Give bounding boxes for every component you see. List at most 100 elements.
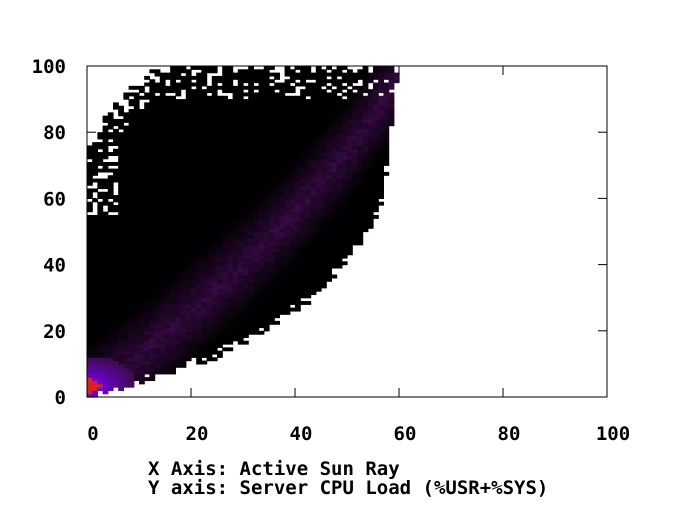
heatmap-cell	[102, 271, 109, 276]
heatmap-cell	[347, 95, 353, 100]
heatmap-cell	[113, 132, 119, 137]
heatmap-cell	[175, 175, 182, 180]
heatmap-cell	[87, 264, 93, 269]
heatmap-cell	[175, 115, 182, 120]
heatmap-cell	[269, 291, 275, 295]
heatmap-cell	[144, 337, 150, 342]
heatmap-cell	[326, 264, 332, 269]
heatmap-cell	[237, 72, 244, 77]
heatmap-cell	[211, 267, 218, 272]
heatmap-cell	[362, 82, 369, 87]
heatmap-cell	[159, 271, 166, 276]
heatmap-cell	[263, 314, 270, 319]
heatmap-cell	[222, 238, 228, 243]
heatmap-cell	[144, 294, 150, 299]
heatmap-cell	[92, 380, 98, 385]
heatmap-cell	[258, 195, 265, 199]
heatmap-cell	[331, 75, 338, 80]
heatmap-cell	[185, 234, 192, 239]
heatmap-cell	[118, 191, 124, 196]
heatmap-cell	[128, 241, 135, 246]
heatmap-cell	[284, 281, 291, 286]
heatmap-cell	[331, 112, 338, 117]
heatmap-cell	[237, 171, 244, 176]
heatmap-cell	[321, 251, 327, 256]
heatmap-cell	[217, 188, 223, 193]
heatmap-cell	[274, 105, 280, 110]
heatmap-cell	[300, 165, 306, 170]
heatmap-cell	[248, 122, 254, 127]
heatmap-cell	[222, 244, 228, 249]
heatmap-cell	[243, 155, 249, 160]
heatmap-cell	[102, 301, 109, 305]
heatmap-cell	[102, 142, 109, 147]
heatmap-cell	[92, 340, 98, 345]
heatmap-cell	[258, 257, 265, 262]
heatmap-cell	[139, 234, 145, 239]
heatmap-cell	[367, 132, 374, 137]
heatmap-cell	[258, 185, 265, 190]
heatmap-cell	[113, 148, 119, 153]
heatmap-cell	[232, 224, 239, 229]
heatmap-cell	[367, 148, 374, 153]
heatmap-cell	[222, 218, 228, 223]
heatmap-cell	[378, 178, 384, 183]
heatmap-cell	[258, 201, 265, 206]
heatmap-cell	[92, 168, 98, 173]
heatmap-cell	[222, 327, 228, 332]
heatmap-cell	[232, 330, 239, 335]
heatmap-cell	[289, 221, 296, 226]
heatmap-cell	[170, 320, 176, 325]
heatmap-cell	[154, 254, 161, 259]
heatmap-cell	[232, 264, 239, 269]
heatmap-cell	[279, 307, 286, 312]
heatmap-cell	[128, 248, 135, 252]
heatmap-cell	[159, 145, 166, 150]
heatmap-cell	[347, 122, 353, 127]
heatmap-cell	[274, 128, 280, 133]
heatmap-cell	[133, 267, 140, 272]
heatmap-cell	[217, 105, 223, 110]
heatmap-cell	[295, 165, 301, 170]
heatmap-cell	[227, 304, 234, 309]
heatmap-cell	[191, 211, 197, 216]
heatmap-cell	[274, 284, 280, 289]
heatmap-cell	[149, 301, 156, 305]
heatmap-cell	[113, 324, 119, 329]
heatmap-cell	[149, 158, 156, 163]
heatmap-cell	[113, 168, 119, 173]
heatmap-cell	[149, 221, 156, 226]
heatmap-cell	[206, 224, 213, 229]
heatmap-cell	[87, 387, 93, 391]
heatmap-cell	[378, 155, 384, 160]
heatmap-cell	[201, 271, 208, 276]
heatmap-cell	[123, 244, 130, 249]
heatmap-cell	[336, 66, 343, 70]
heatmap-cell	[191, 132, 197, 137]
heatmap-cell	[263, 211, 270, 216]
heatmap-cell	[263, 115, 270, 120]
heatmap-cell	[279, 128, 286, 133]
heatmap-cell	[284, 228, 291, 233]
heatmap-cell	[165, 201, 171, 206]
heatmap-cell	[196, 152, 202, 156]
heatmap-cell	[180, 287, 187, 292]
heatmap-cell	[165, 314, 171, 319]
heatmap-cell	[154, 152, 161, 156]
heatmap-cell	[352, 142, 358, 147]
heatmap-cell	[217, 125, 223, 130]
heatmap-cell	[305, 158, 312, 163]
heatmap-cell	[357, 188, 364, 193]
heatmap-cell	[180, 171, 187, 176]
heatmap-cell	[159, 337, 166, 342]
heatmap-cell	[289, 165, 296, 170]
heatmap-cell	[165, 89, 171, 94]
heatmap-cell	[336, 191, 343, 196]
heatmap-cell	[123, 301, 130, 305]
heatmap-cell	[367, 211, 374, 216]
heatmap-cell	[149, 353, 156, 358]
heatmap-cell	[289, 178, 296, 183]
heatmap-cell	[300, 254, 306, 259]
heatmap-cell	[97, 314, 104, 319]
heatmap-cell	[97, 248, 104, 252]
